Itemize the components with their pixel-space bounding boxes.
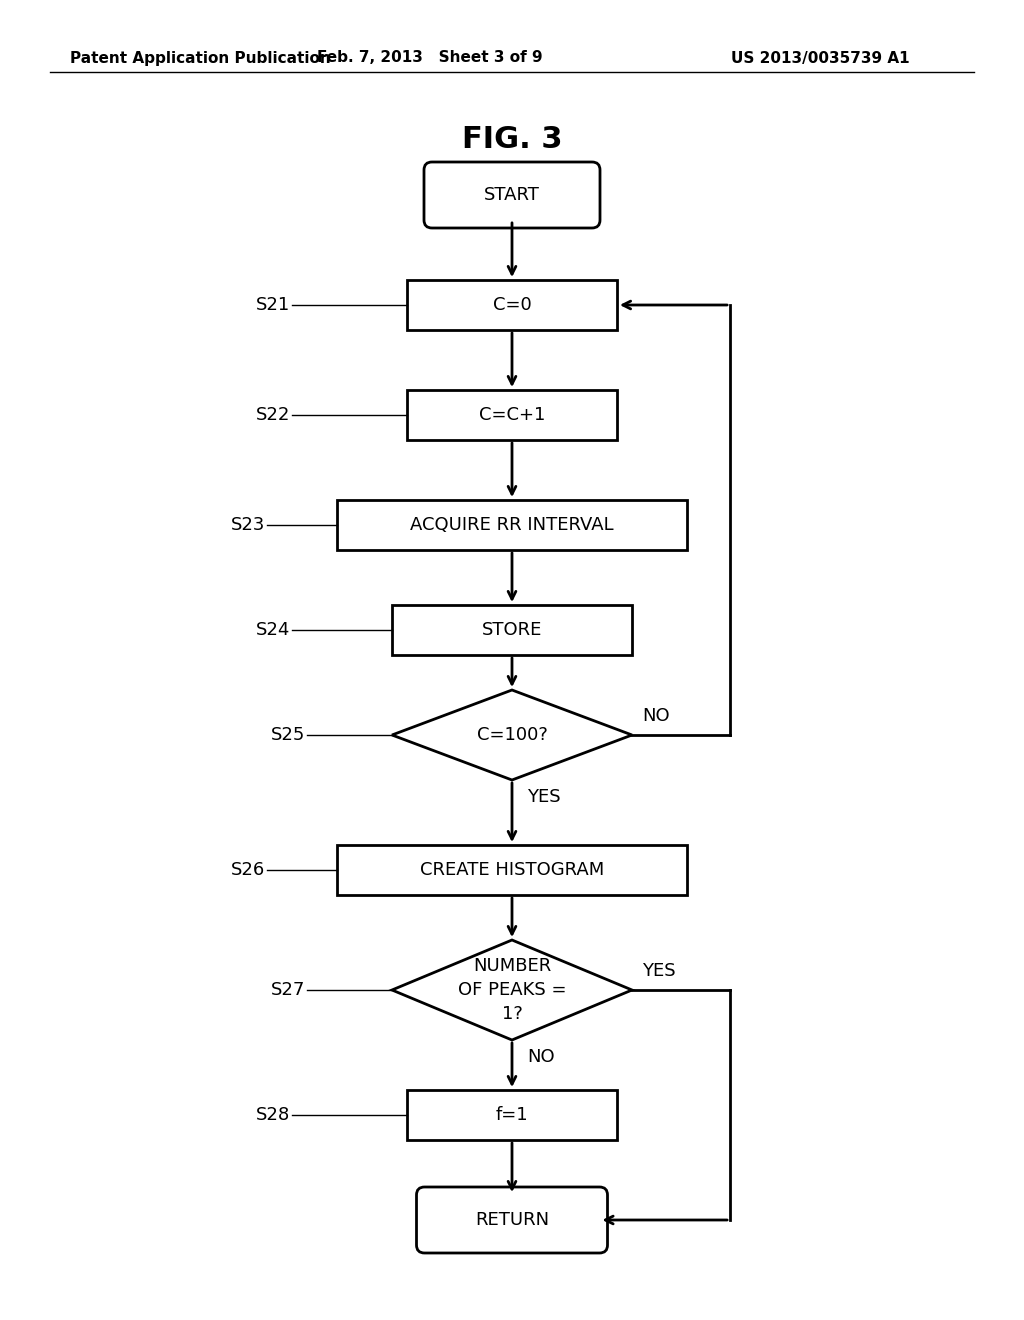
- Text: NO: NO: [642, 708, 670, 725]
- Text: YES: YES: [642, 962, 676, 979]
- Bar: [407, 280, 617, 330]
- Text: S28: S28: [256, 1106, 290, 1125]
- Bar: [407, 389, 617, 440]
- Text: FIG. 3: FIG. 3: [462, 125, 562, 154]
- Text: S23: S23: [230, 516, 265, 535]
- Bar: [407, 1090, 617, 1140]
- Text: RETURN: RETURN: [475, 1210, 549, 1229]
- Text: S25: S25: [270, 726, 305, 744]
- Text: Feb. 7, 2013   Sheet 3 of 9: Feb. 7, 2013 Sheet 3 of 9: [317, 50, 543, 66]
- Text: NUMBER
OF PEAKS =
1?: NUMBER OF PEAKS = 1?: [458, 957, 566, 1023]
- Text: f=1: f=1: [496, 1106, 528, 1125]
- Text: STORE: STORE: [482, 620, 542, 639]
- Text: YES: YES: [527, 788, 560, 807]
- Bar: [337, 845, 687, 895]
- Text: C=0: C=0: [493, 296, 531, 314]
- Text: C=100?: C=100?: [476, 726, 548, 744]
- Text: START: START: [484, 186, 540, 205]
- FancyBboxPatch shape: [424, 162, 600, 228]
- Text: US 2013/0035739 A1: US 2013/0035739 A1: [731, 50, 909, 66]
- Text: ACQUIRE RR INTERVAL: ACQUIRE RR INTERVAL: [411, 516, 613, 535]
- Bar: [337, 500, 687, 550]
- Text: S21: S21: [256, 296, 290, 314]
- Polygon shape: [392, 690, 632, 780]
- Text: S22: S22: [256, 407, 290, 424]
- Text: S26: S26: [230, 861, 265, 879]
- Text: S27: S27: [270, 981, 305, 999]
- Text: Patent Application Publication: Patent Application Publication: [70, 50, 331, 66]
- Text: NO: NO: [527, 1048, 555, 1067]
- Polygon shape: [392, 940, 632, 1040]
- FancyBboxPatch shape: [417, 1187, 607, 1253]
- Bar: [392, 605, 632, 655]
- Text: S24: S24: [256, 620, 290, 639]
- Text: CREATE HISTOGRAM: CREATE HISTOGRAM: [420, 861, 604, 879]
- Text: C=C+1: C=C+1: [479, 407, 545, 424]
